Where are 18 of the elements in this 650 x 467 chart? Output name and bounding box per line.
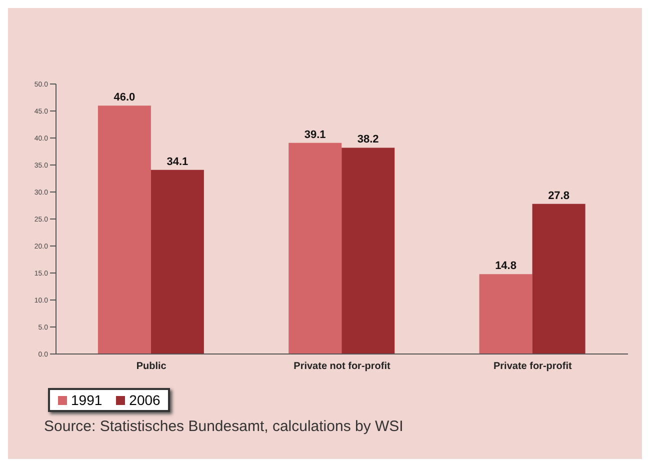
- data-label: 14.8: [495, 260, 516, 272]
- data-label: 34.1: [166, 156, 188, 168]
- bar: [98, 106, 151, 354]
- x-tick-label: Public: [136, 361, 167, 372]
- bar: [342, 148, 395, 354]
- data-label: 46.0: [114, 92, 136, 104]
- source-note: Source: Statistisches Bundesamt, calculations by WSI: [43, 417, 404, 435]
- x-tick-label: Private for-profit: [493, 361, 573, 372]
- x-tick-label: Private not for-profit: [294, 361, 391, 372]
- legend-label: 2006: [128, 392, 160, 408]
- bar: [150, 170, 204, 354]
- bar: [479, 274, 532, 354]
- bar: [288, 142, 342, 354]
- legend-label: 1991: [70, 392, 102, 408]
- data-label: 27.8: [548, 190, 570, 202]
- data-label: 38.2: [357, 134, 379, 146]
- bar: [532, 204, 586, 354]
- data-label: 39.1: [304, 128, 326, 141]
